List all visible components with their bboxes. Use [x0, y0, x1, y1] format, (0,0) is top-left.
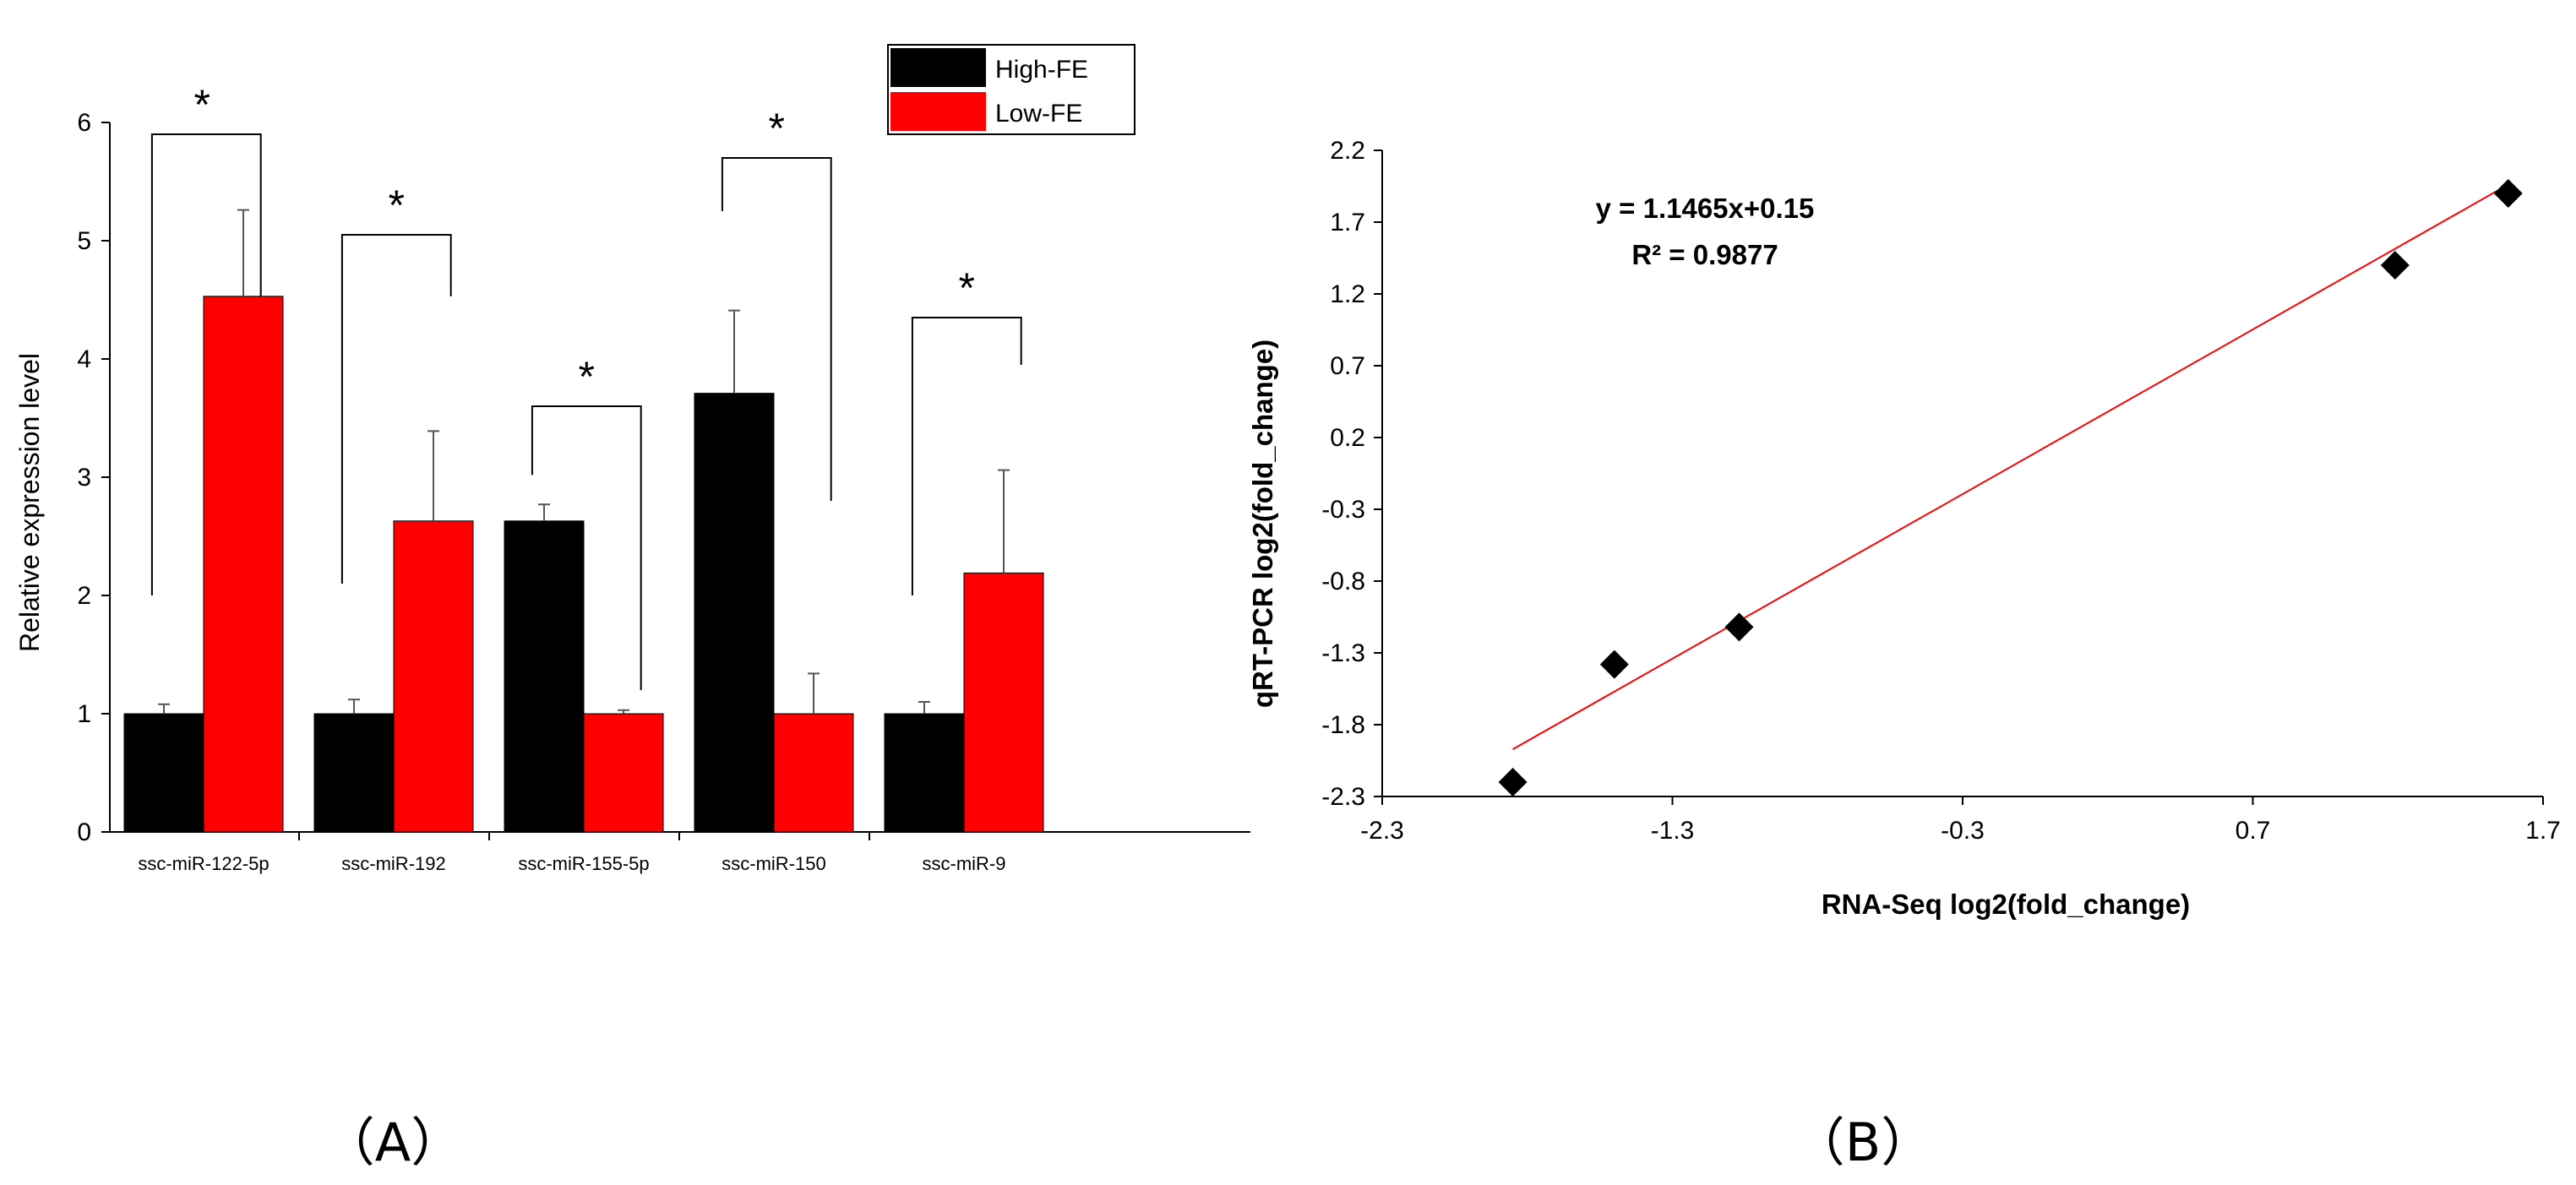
bar-chart: 0 1 2 3 4 5 6 ssc-miR-122-5p ssc-miR-192 ssc-miR-…	[14, 44, 1250, 874]
x-tick-label-b: -1.3	[1651, 817, 1695, 845]
data-point-4	[2493, 179, 2523, 208]
x-category-label: ssc-miR-122-5p	[138, 853, 269, 874]
significance-bracket	[911, 317, 1022, 595]
legend-label-low-fe: Low-FE	[995, 100, 1082, 128]
y-tick-label-a: 0	[77, 818, 91, 846]
y-tick-label-a: 4	[77, 345, 91, 373]
y-tick-label-a: 1	[77, 700, 91, 728]
bar-low-fe-3	[773, 713, 854, 833]
r-squared: R² = 0.9877	[1631, 239, 1778, 270]
y-tick-label-b: -1.8	[1321, 711, 1365, 739]
panel-label-b: （B）	[1793, 1112, 1934, 1173]
y-tick-label-b: 2.2	[1330, 137, 1365, 165]
y-tick-label-b: 1.2	[1330, 280, 1365, 308]
x-axis-label-b: RNA-Seq log2(fold_change)	[1822, 889, 2190, 920]
data-point-1	[1599, 650, 1629, 679]
regression-equation: y = 1.1465x+0.15	[1596, 193, 1815, 224]
y-tick-label-b: 0.7	[1330, 352, 1365, 380]
x-tick-label-b: 1.7	[2525, 817, 2561, 845]
bar-high-fe-1	[313, 713, 395, 833]
panel-label-a: （A）	[323, 1112, 463, 1173]
bar-low-fe-1	[393, 520, 474, 833]
bar-low-fe-2	[583, 713, 664, 833]
significance-bracket	[150, 133, 262, 595]
significance-star: *	[769, 105, 785, 152]
x-category-label: ssc-miR-150	[722, 853, 825, 874]
y-tick-label-a: 2	[77, 582, 91, 610]
y-tick-label-a: 6	[77, 109, 91, 137]
significance-bracket	[340, 234, 452, 584]
data-point-2	[1724, 612, 1754, 642]
y-tick-label-a: 3	[77, 464, 91, 492]
significance-star: *	[959, 264, 975, 312]
bar-low-fe-0	[203, 296, 284, 833]
bar-high-fe-4	[884, 713, 965, 833]
y-axis-label-b: qRT-PCR log2(fold_change)	[1247, 340, 1278, 708]
legend-swatch-low-fe	[890, 92, 986, 131]
y-tick-label-a: 5	[77, 227, 91, 255]
x-category-label: ssc-miR-155-5p	[518, 853, 649, 874]
y-tick-label-b: -0.3	[1321, 496, 1365, 524]
y-tick-label-b: -1.3	[1321, 639, 1365, 667]
bar-high-fe-3	[694, 393, 775, 833]
bar-low-fe-4	[963, 572, 1044, 833]
y-tick-label-b: 0.2	[1330, 424, 1365, 452]
scatter-chart: -2.3 -1.8 -1.3 -0.8 -0.3 0.2 0.7 1.2 1.7 2.2 -2.3 -…	[1247, 137, 2561, 920]
legend-swatch-high-fe	[890, 48, 986, 87]
x-category-label: ssc-miR-9	[923, 853, 1006, 874]
data-point-0	[1498, 768, 1528, 796]
bar-high-fe-0	[123, 713, 204, 833]
legend-label-high-fe: High-FE	[995, 56, 1088, 84]
x-tick-label-b: 0.7	[2236, 817, 2271, 845]
significance-bracket	[531, 405, 642, 690]
x-category-label: ssc-miR-192	[341, 853, 445, 874]
x-tick-label-b: -0.3	[1941, 817, 1985, 845]
regression-line	[1512, 183, 2509, 750]
data-point-3	[2380, 251, 2410, 280]
significance-star: *	[194, 81, 210, 128]
x-tick-label-b: -2.3	[1360, 817, 1404, 845]
y-tick-label-b: -2.3	[1321, 783, 1365, 811]
legend: High-FE Low-FE	[887, 44, 1136, 135]
significance-bracket	[721, 157, 832, 501]
significance-star: *	[389, 182, 405, 229]
y-tick-label-b: 1.7	[1330, 209, 1365, 236]
significance-star: *	[579, 353, 595, 400]
bar-high-fe-2	[504, 520, 585, 833]
y-axis-label-a: Relative expression level	[14, 353, 45, 652]
y-tick-label-b: -0.8	[1321, 568, 1365, 595]
